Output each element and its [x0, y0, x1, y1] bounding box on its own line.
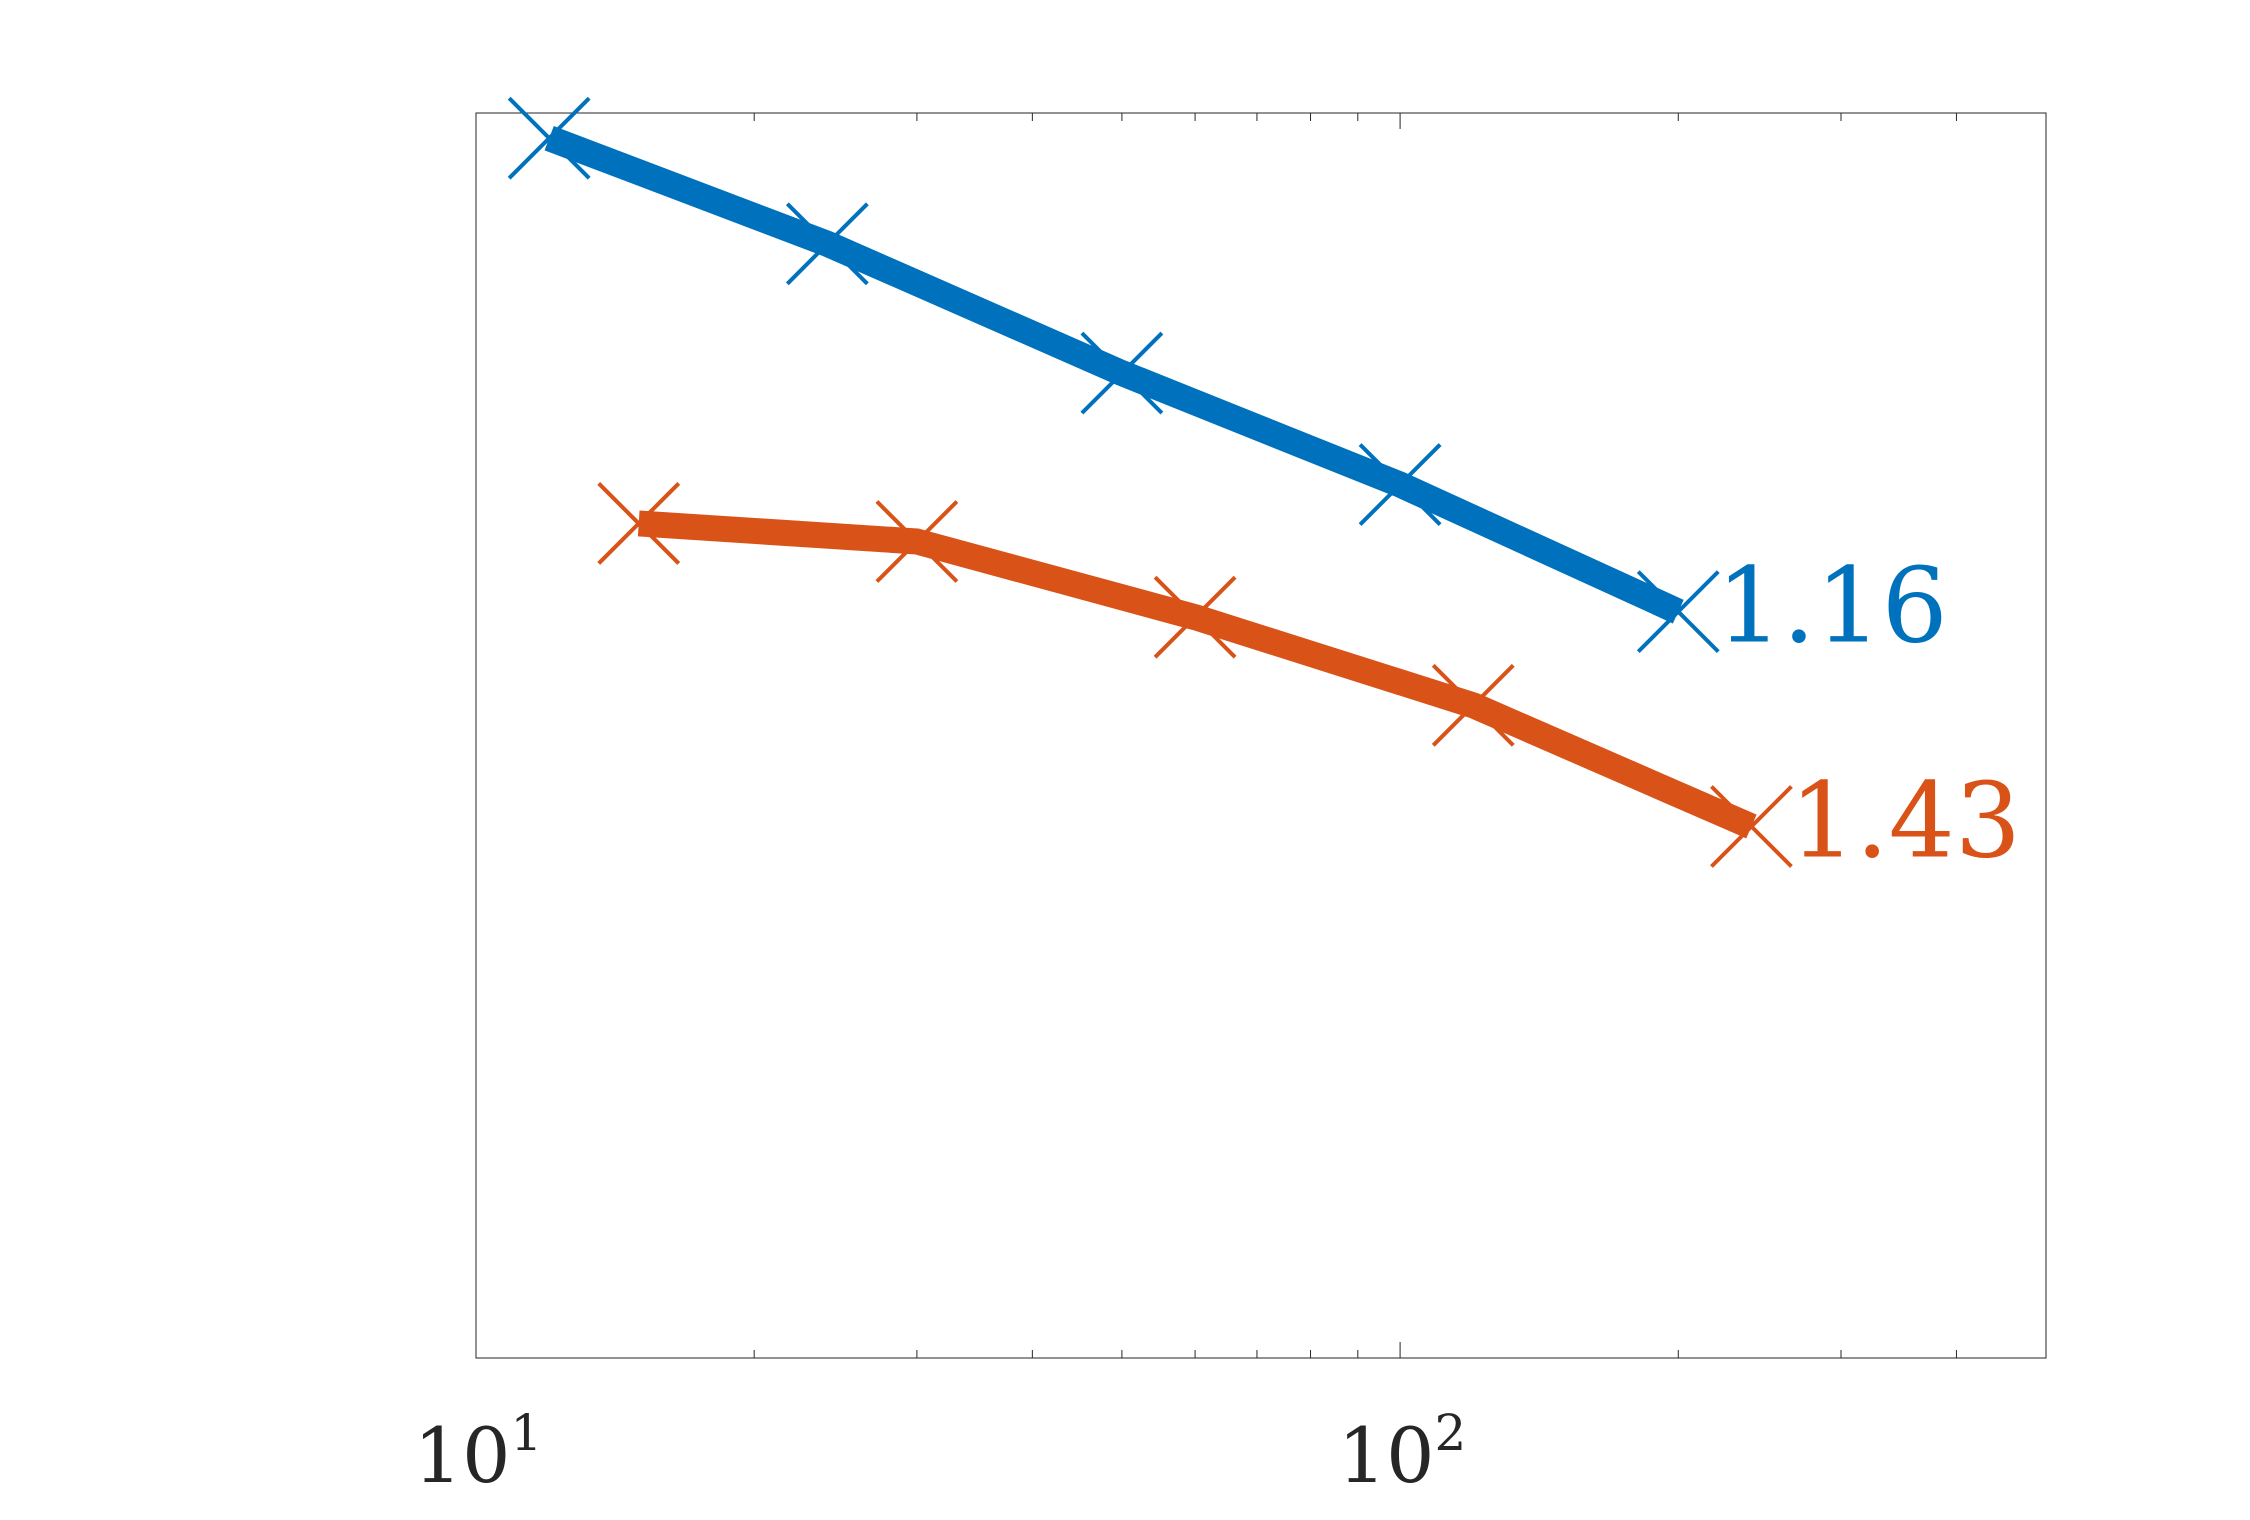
data-point-marker	[507, 96, 591, 180]
data-point-marker	[597, 482, 681, 565]
data-point-marker	[1153, 575, 1237, 659]
x-tick-label: 101	[414, 1404, 543, 1500]
series-end-label: 1.16	[1716, 545, 1948, 667]
x-minor-ticks	[475, 113, 2047, 1358]
x-tick-labels: 101 102	[414, 1404, 1467, 1500]
data-point-marker	[785, 202, 869, 286]
data-point-marker	[1080, 331, 1164, 415]
series-layer: 1.16 1.43	[507, 96, 2021, 882]
x-tick-label: 102	[1338, 1404, 1467, 1500]
data-point-marker	[1636, 570, 1720, 654]
data-point-marker	[875, 500, 959, 583]
data-point-marker	[1710, 785, 1793, 868]
plot-area	[475, 112, 2047, 1359]
series-2: 1.43	[597, 482, 2021, 882]
data-point-marker	[1358, 443, 1442, 526]
series-end-label: 1.43	[1789, 760, 2021, 882]
series-1: 1.16	[507, 96, 1948, 667]
data-point-marker	[1431, 663, 1515, 747]
